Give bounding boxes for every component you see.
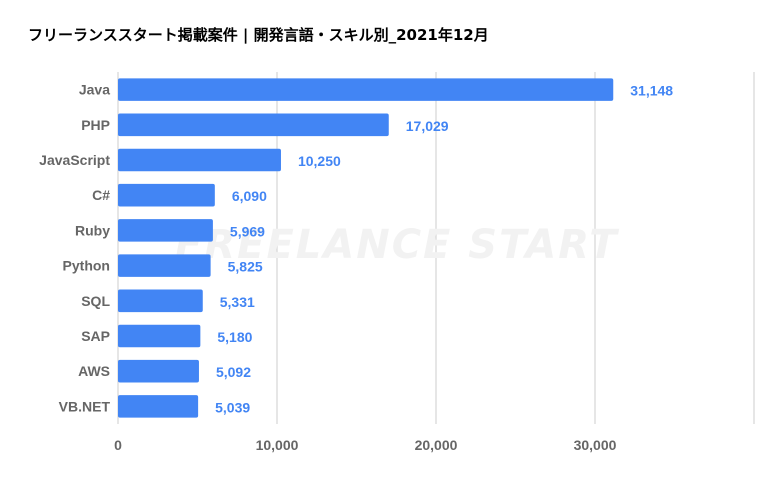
bar-sql <box>118 289 203 313</box>
bar-ruby <box>118 219 213 242</box>
x-axis-tick-labels: 0 10,000 20,000 30,000 <box>114 437 617 453</box>
value-label: 10,250 <box>298 153 341 169</box>
bar-java <box>118 78 614 101</box>
value-labels: 31,148 17,029 10,250 6,090 5,969 5,825 5,331 5,… <box>215 83 673 416</box>
x-tick-label: 20,000 <box>415 437 458 453</box>
bar-c- <box>118 183 215 207</box>
value-label: 5,039 <box>215 399 250 415</box>
chart-title: フリーランススタート掲載案件 | 開発言語・スキル別_2021年12月 <box>28 26 489 45</box>
value-label: 31,148 <box>630 83 673 99</box>
category-label: Python <box>63 258 110 274</box>
value-label: 5,825 <box>228 259 263 275</box>
bar-javascript <box>118 148 281 172</box>
bar-vb-net <box>118 395 199 418</box>
category-label: Java <box>79 82 110 98</box>
watermark: FREELANCE START <box>175 222 619 268</box>
category-label: C# <box>92 187 110 203</box>
value-label: 6,090 <box>232 188 267 204</box>
x-tick-label: 10,000 <box>256 437 299 453</box>
category-label: SAP <box>81 328 110 344</box>
bar-php <box>118 113 389 137</box>
value-label: 17,029 <box>406 118 449 134</box>
value-label: 5,092 <box>216 364 251 380</box>
category-label: VB.NET <box>59 398 111 414</box>
category-label: PHP <box>81 117 110 133</box>
value-label: 5,331 <box>220 294 255 310</box>
category-label: Ruby <box>75 222 110 238</box>
bar-python <box>118 254 211 277</box>
x-tick-label: 0 <box>114 437 122 453</box>
category-label: JavaScript <box>39 152 110 168</box>
bar-sap <box>118 324 201 348</box>
value-label: 5,969 <box>230 223 265 239</box>
bar-aws <box>118 359 199 383</box>
category-label: AWS <box>78 363 110 379</box>
x-tick-label: 30,000 <box>574 437 617 453</box>
category-labels: Java PHP JavaScript C# Ruby Python SQL SAP AWS VB… <box>39 82 110 415</box>
bars-group <box>118 78 614 418</box>
category-label: SQL <box>81 293 110 309</box>
value-label: 5,180 <box>217 329 252 345</box>
